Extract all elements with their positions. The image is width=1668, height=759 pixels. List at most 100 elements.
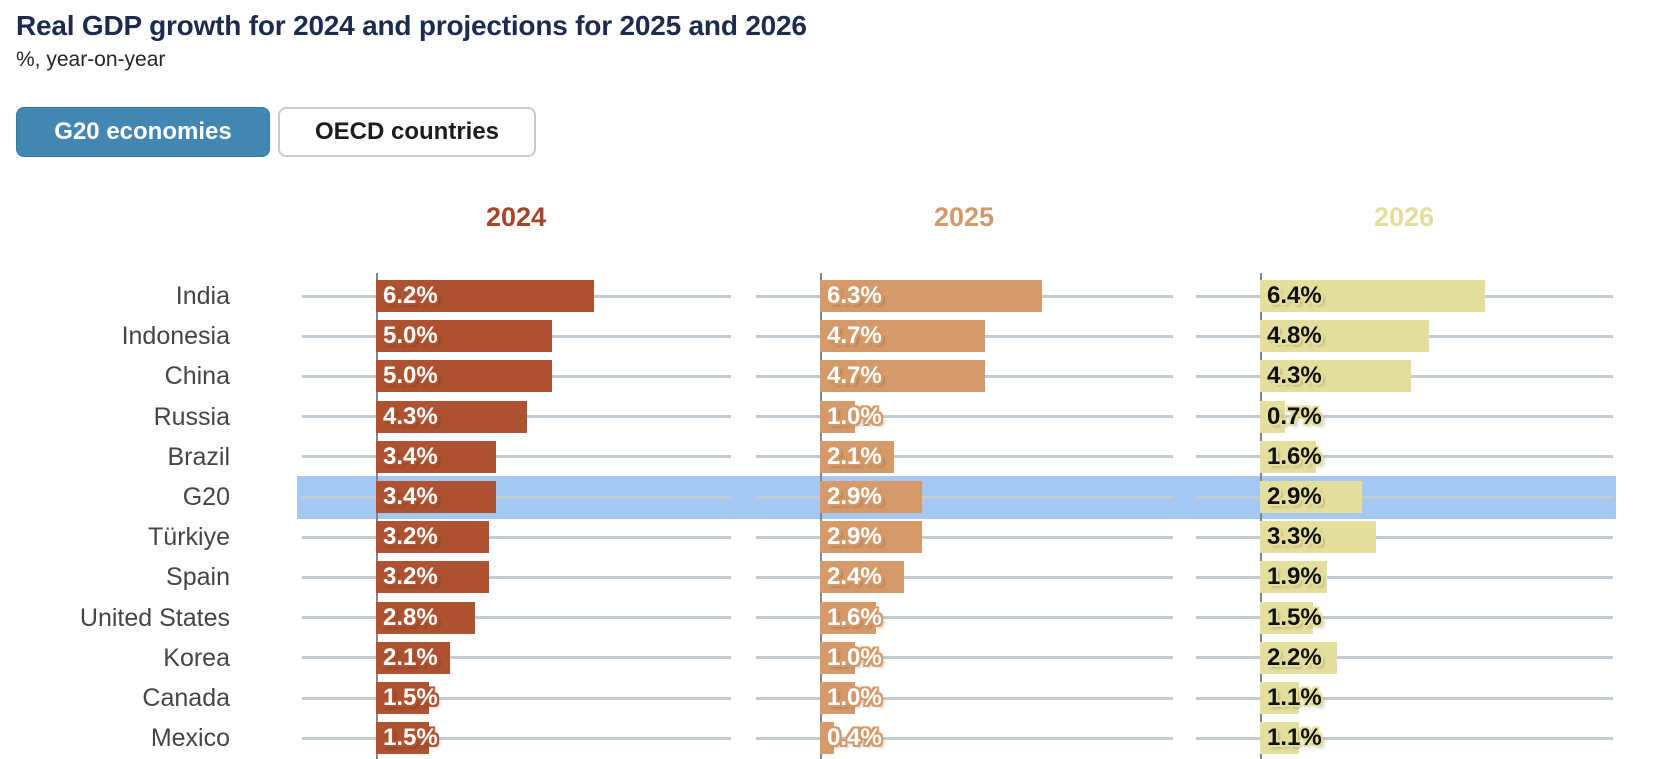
bar-value-label: 5.0% <box>383 362 438 390</box>
bar-2025-türkiye <box>820 521 923 554</box>
bar-2025-india <box>820 280 1042 312</box>
bar-value-label: 1.5% <box>383 684 438 711</box>
gridline <box>756 575 1173 579</box>
bar-value-label: 0.7% <box>1267 402 1322 430</box>
bar-value-label: 6.2% <box>383 282 438 309</box>
axis-line-2026 <box>1260 273 1262 759</box>
panel-header-2025: 2025 <box>933 202 995 232</box>
bar-value-label: 5.0% <box>383 322 438 350</box>
bar-value-label: 2.4% <box>827 563 882 591</box>
bar-2025-united-states <box>820 601 877 634</box>
gridline <box>756 455 1173 459</box>
gridline <box>302 656 731 660</box>
bar-value-label: 4.7% <box>827 362 882 390</box>
gridline <box>302 495 731 499</box>
bar-value-label: 6.3% <box>827 282 882 309</box>
bar-2025-russia <box>820 400 856 433</box>
axis-line-2024 <box>376 273 378 759</box>
bar-value-label: 3.2% <box>383 563 438 591</box>
category-label-indonesia: Indonesia <box>121 322 230 351</box>
bar-2026-united-states <box>1260 601 1313 634</box>
gridline <box>756 696 1173 700</box>
bar-2024-spain <box>376 561 489 594</box>
gridline <box>756 415 1173 419</box>
gridline <box>756 495 1173 499</box>
bar-2026-korea <box>1260 641 1338 674</box>
bar-2026-india <box>1260 280 1486 312</box>
bar-value-label: 2.2% <box>1267 643 1322 671</box>
category-label-türkiye: Türkiye <box>148 523 230 552</box>
bar-value-label: 1.1% <box>1267 684 1322 711</box>
bar-value-label: 1.0% <box>827 684 882 711</box>
bar-2025-brazil <box>820 440 894 473</box>
gridline <box>756 616 1173 620</box>
bar-value-label: 1.0% <box>827 643 882 671</box>
bar-value-label: 1.5% <box>383 724 438 752</box>
bar-2026-türkiye <box>1260 521 1377 554</box>
bar-2025-indonesia <box>820 320 986 353</box>
bar-value-label: 1.5% <box>1267 603 1322 631</box>
bar-2025-canada <box>820 682 856 714</box>
bar-2024-united-states <box>376 601 475 634</box>
bar-2026-russia <box>1260 400 1285 433</box>
gridline <box>1196 455 1613 459</box>
bar-value-label: 3.4% <box>383 483 438 510</box>
bar-2024-g20 <box>376 481 496 513</box>
gridline <box>302 736 731 740</box>
bar-2026-china <box>1260 360 1412 393</box>
bar-value-label: 4.3% <box>383 402 438 430</box>
axis-line-2025 <box>820 273 822 759</box>
g20-economies-button[interactable]: G20 economies <box>16 107 270 157</box>
category-label-spain: Spain <box>166 563 230 592</box>
bar-value-label: 0.4% <box>827 724 882 752</box>
bar-value-label: 2.8% <box>383 603 438 631</box>
category-label-united-states: United States <box>79 603 230 632</box>
bar-value-label: 1.6% <box>827 603 882 631</box>
bar-2026-g20 <box>1260 481 1363 513</box>
bar-value-label: 3.2% <box>383 523 438 551</box>
bar-value-label: 3.4% <box>383 442 438 470</box>
bar-2024-indonesia <box>376 320 552 353</box>
bar-2024-mexico <box>376 722 429 755</box>
gridline <box>1196 535 1613 539</box>
bar-2024-korea <box>376 641 450 674</box>
bar-value-label: 2.9% <box>827 483 882 510</box>
gridline <box>1196 575 1613 579</box>
bar-2024-canada <box>376 682 429 714</box>
panel-header-2026: 2026 <box>1373 202 1435 232</box>
bar-value-label: 4.7% <box>827 322 882 350</box>
bar-2025-korea <box>820 641 856 674</box>
category-label-g20: G20 <box>182 483 230 511</box>
bar-value-label: 2.1% <box>383 643 438 671</box>
bar-value-label: 1.6% <box>1267 442 1322 470</box>
bar-value-label: 3.3% <box>1267 523 1322 551</box>
gridline <box>302 696 731 700</box>
bar-2025-mexico <box>820 722 835 755</box>
gridline <box>302 575 731 579</box>
bar-2026-mexico <box>1260 722 1299 755</box>
bar-2026-indonesia <box>1260 320 1429 353</box>
category-label-china: China <box>164 362 230 391</box>
oecd-countries-button[interactable]: OECD countries <box>278 107 536 157</box>
gridline <box>1196 656 1613 660</box>
bar-2024-russia <box>376 400 528 433</box>
bar-2024-brazil <box>376 440 496 473</box>
bar-value-label: 2.9% <box>1267 483 1322 510</box>
category-label-mexico: Mexico <box>150 724 230 753</box>
gridline <box>756 535 1173 539</box>
bar-value-label: 1.1% <box>1267 724 1322 752</box>
bar-2024-china <box>376 360 552 393</box>
bar-value-label: 1.9% <box>1267 563 1322 591</box>
dataset-toggle: G20 economies OECD countries <box>16 107 536 157</box>
category-label-brazil: Brazil <box>167 442 230 471</box>
gridline <box>756 736 1173 740</box>
gridline <box>1196 495 1613 499</box>
panel-header-2024: 2024 <box>485 202 547 232</box>
category-label-india: India <box>175 282 230 310</box>
bar-value-label: 1.0% <box>827 402 882 430</box>
gridline <box>1196 736 1613 740</box>
page-title: Real GDP growth for 2024 and projections… <box>16 10 807 41</box>
bar-2026-spain <box>1260 561 1327 594</box>
